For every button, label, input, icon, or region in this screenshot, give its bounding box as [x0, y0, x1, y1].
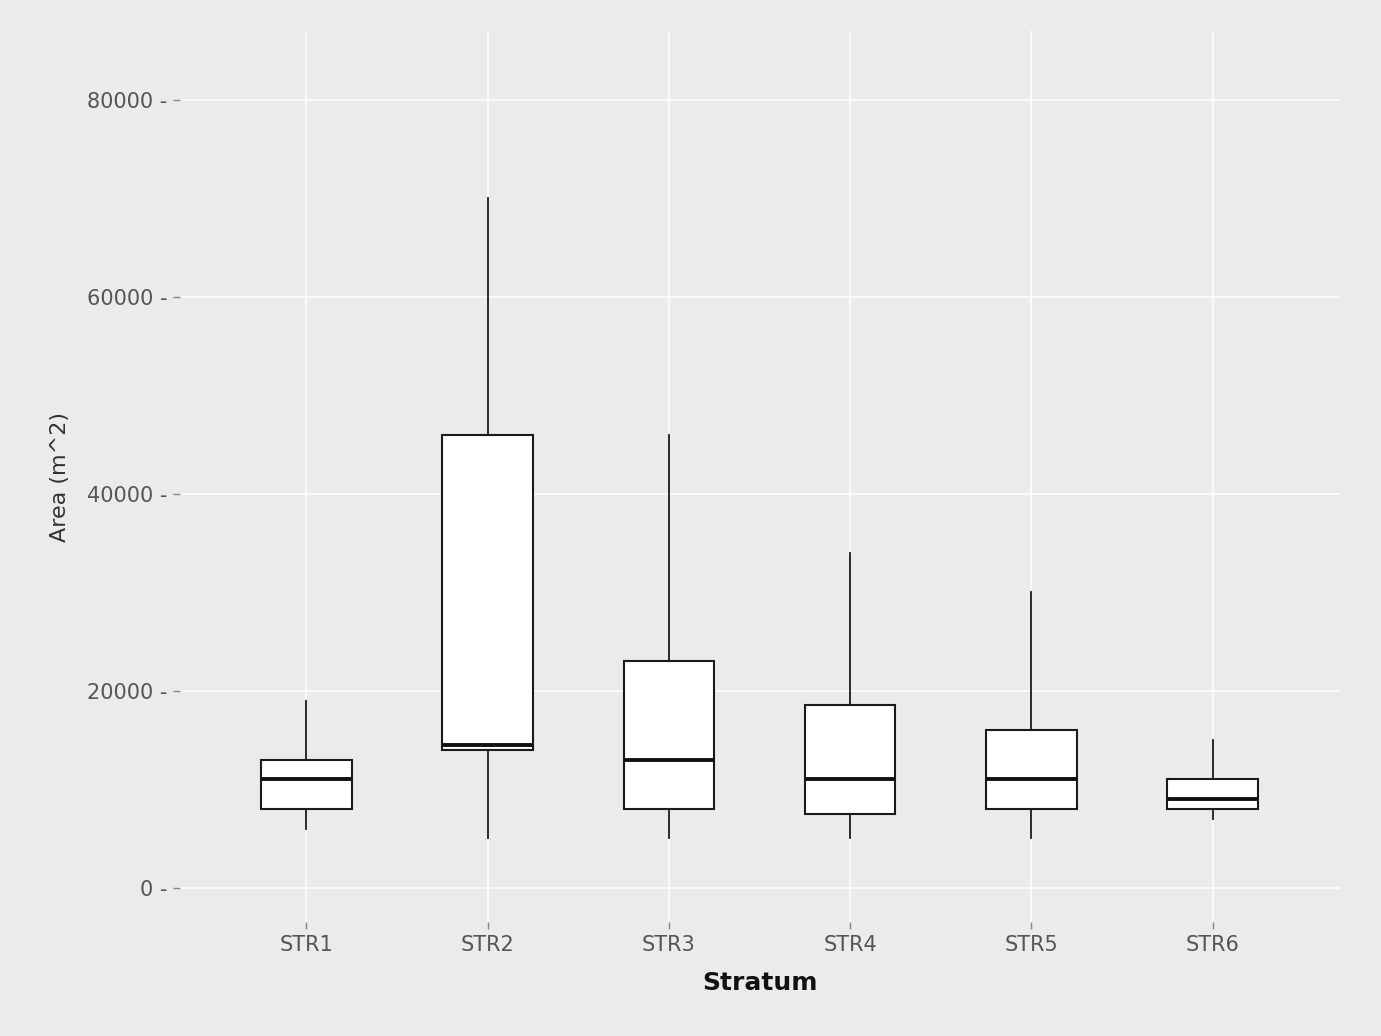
Y-axis label: Area (m^2): Area (m^2) — [50, 411, 70, 542]
PathPatch shape — [805, 706, 895, 813]
PathPatch shape — [261, 759, 352, 809]
X-axis label: Stratum: Stratum — [702, 971, 818, 996]
PathPatch shape — [442, 435, 533, 750]
PathPatch shape — [1167, 779, 1258, 809]
PathPatch shape — [986, 730, 1077, 809]
PathPatch shape — [624, 661, 714, 809]
